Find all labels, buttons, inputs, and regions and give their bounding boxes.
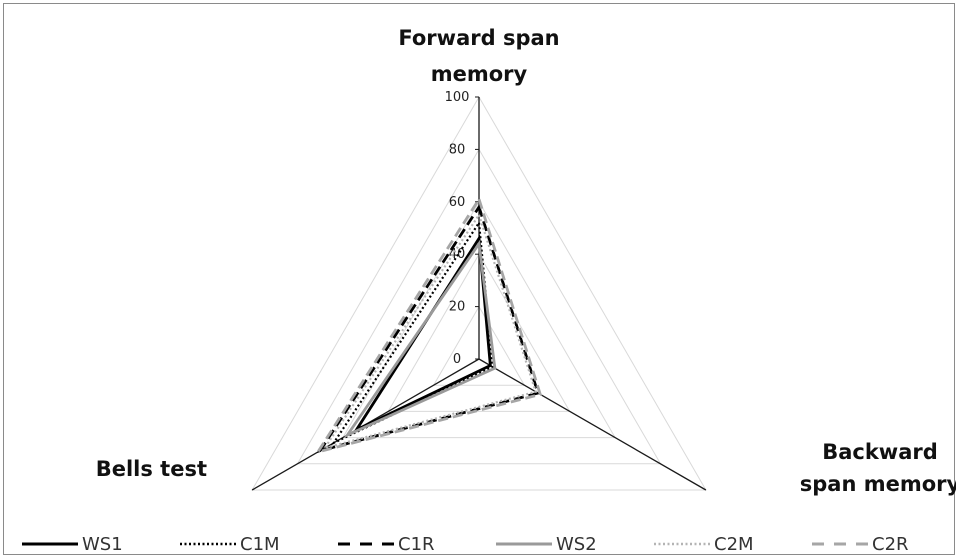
legend-label-ws2: WS2 [556, 534, 597, 555]
tick-label-0: 0 [453, 352, 461, 367]
series-c1r [317, 203, 540, 453]
axis-title-backward: Backward span memory [800, 440, 956, 496]
tick-label-100: 100 [445, 90, 470, 105]
tick-label-80: 80 [449, 142, 466, 157]
legend-label-c2r: C2R [872, 534, 909, 555]
chart-frame: 0 20 40 60 80 100 Forward span memory Backward… [3, 3, 956, 555]
series-c2m [322, 212, 538, 450]
legend-label-c1m: C1M [240, 534, 280, 555]
legend: WS1 C1M C1R WS2 C2M C2R [22, 534, 909, 555]
grid-layer [251, 96, 707, 491]
grid-ring-20 [432, 305, 526, 386]
grid-ring-100 [251, 96, 707, 491]
legend-label-c2m: C2M [714, 534, 754, 555]
tick-label-60: 60 [449, 195, 466, 210]
series-layer [314, 195, 543, 455]
legend-label-c1r: C1R [398, 534, 435, 555]
legend-label-ws1: WS1 [82, 534, 123, 555]
axis-layer [251, 96, 707, 491]
series-c2r [314, 195, 543, 455]
axis-spoke-1 [478, 358, 707, 491]
grid-ring-40 [387, 253, 571, 412]
grid-ring-80 [296, 148, 662, 465]
tick-label-20: 20 [449, 300, 466, 315]
axis-title-forward-1: Forward span memory [398, 26, 559, 86]
axis-title-bells: Bells test [96, 457, 207, 481]
series-ws2 [343, 239, 497, 439]
